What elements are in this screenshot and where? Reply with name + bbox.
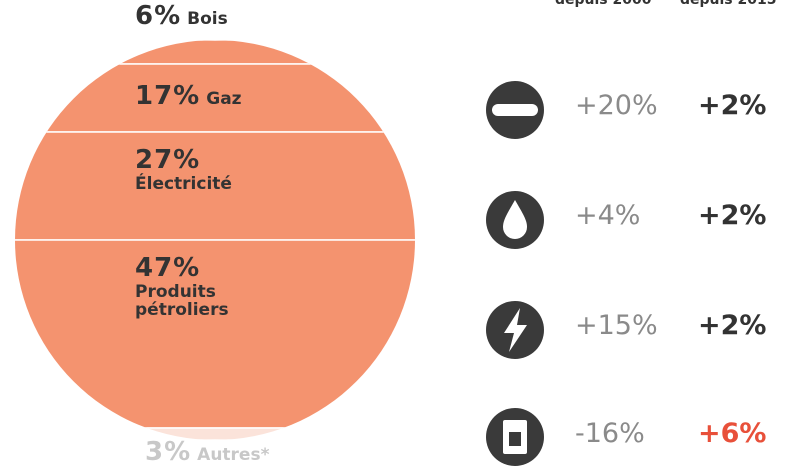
change-since-2000: +4% bbox=[575, 200, 641, 231]
slice bbox=[15, 131, 415, 241]
slice-category: Bois bbox=[187, 9, 228, 29]
icon-wood-log bbox=[492, 104, 538, 116]
slice-category: Gaz bbox=[206, 89, 242, 109]
icon-gas-flame bbox=[503, 200, 527, 239]
slice-value: 3% bbox=[145, 437, 192, 467]
slice-value: 6% bbox=[135, 1, 182, 31]
icons bbox=[486, 81, 544, 466]
column-header: depuis 2000 bbox=[555, 0, 652, 8]
slice-value: 47% bbox=[135, 253, 201, 283]
change-since-2000: -16% bbox=[575, 418, 645, 449]
slice bbox=[15, 427, 415, 440]
column-header: depuis 2015 bbox=[680, 0, 777, 8]
slice-category: Produits pétroliers bbox=[135, 281, 229, 321]
slice-value: 17% bbox=[135, 81, 201, 111]
slice-category: Autres* bbox=[197, 445, 270, 465]
slice bbox=[15, 40, 415, 65]
slice bbox=[15, 239, 415, 429]
icon-electricity-bolt bbox=[504, 308, 527, 352]
slice-category: Électricité bbox=[135, 173, 232, 194]
change-since-2000: +15% bbox=[575, 310, 658, 341]
slice bbox=[15, 63, 415, 133]
slice-label: 17% Gaz bbox=[135, 82, 242, 111]
change-since-2000: +20% bbox=[575, 90, 658, 121]
change-since-2015: +6% bbox=[698, 418, 767, 449]
change-since-2015: +2% bbox=[698, 90, 767, 121]
change-since-2015: +2% bbox=[698, 200, 767, 231]
change-since-2015: +2% bbox=[698, 310, 767, 341]
slice-label: 47% Produits pétroliers bbox=[135, 254, 265, 320]
slice-label: 27% Électricité bbox=[135, 146, 265, 193]
icon-oil-label bbox=[509, 432, 521, 446]
slice-label: 6% Bois bbox=[135, 2, 228, 31]
slice-label: 3% Autres* bbox=[145, 438, 269, 467]
slice-value: 27% bbox=[135, 145, 201, 175]
